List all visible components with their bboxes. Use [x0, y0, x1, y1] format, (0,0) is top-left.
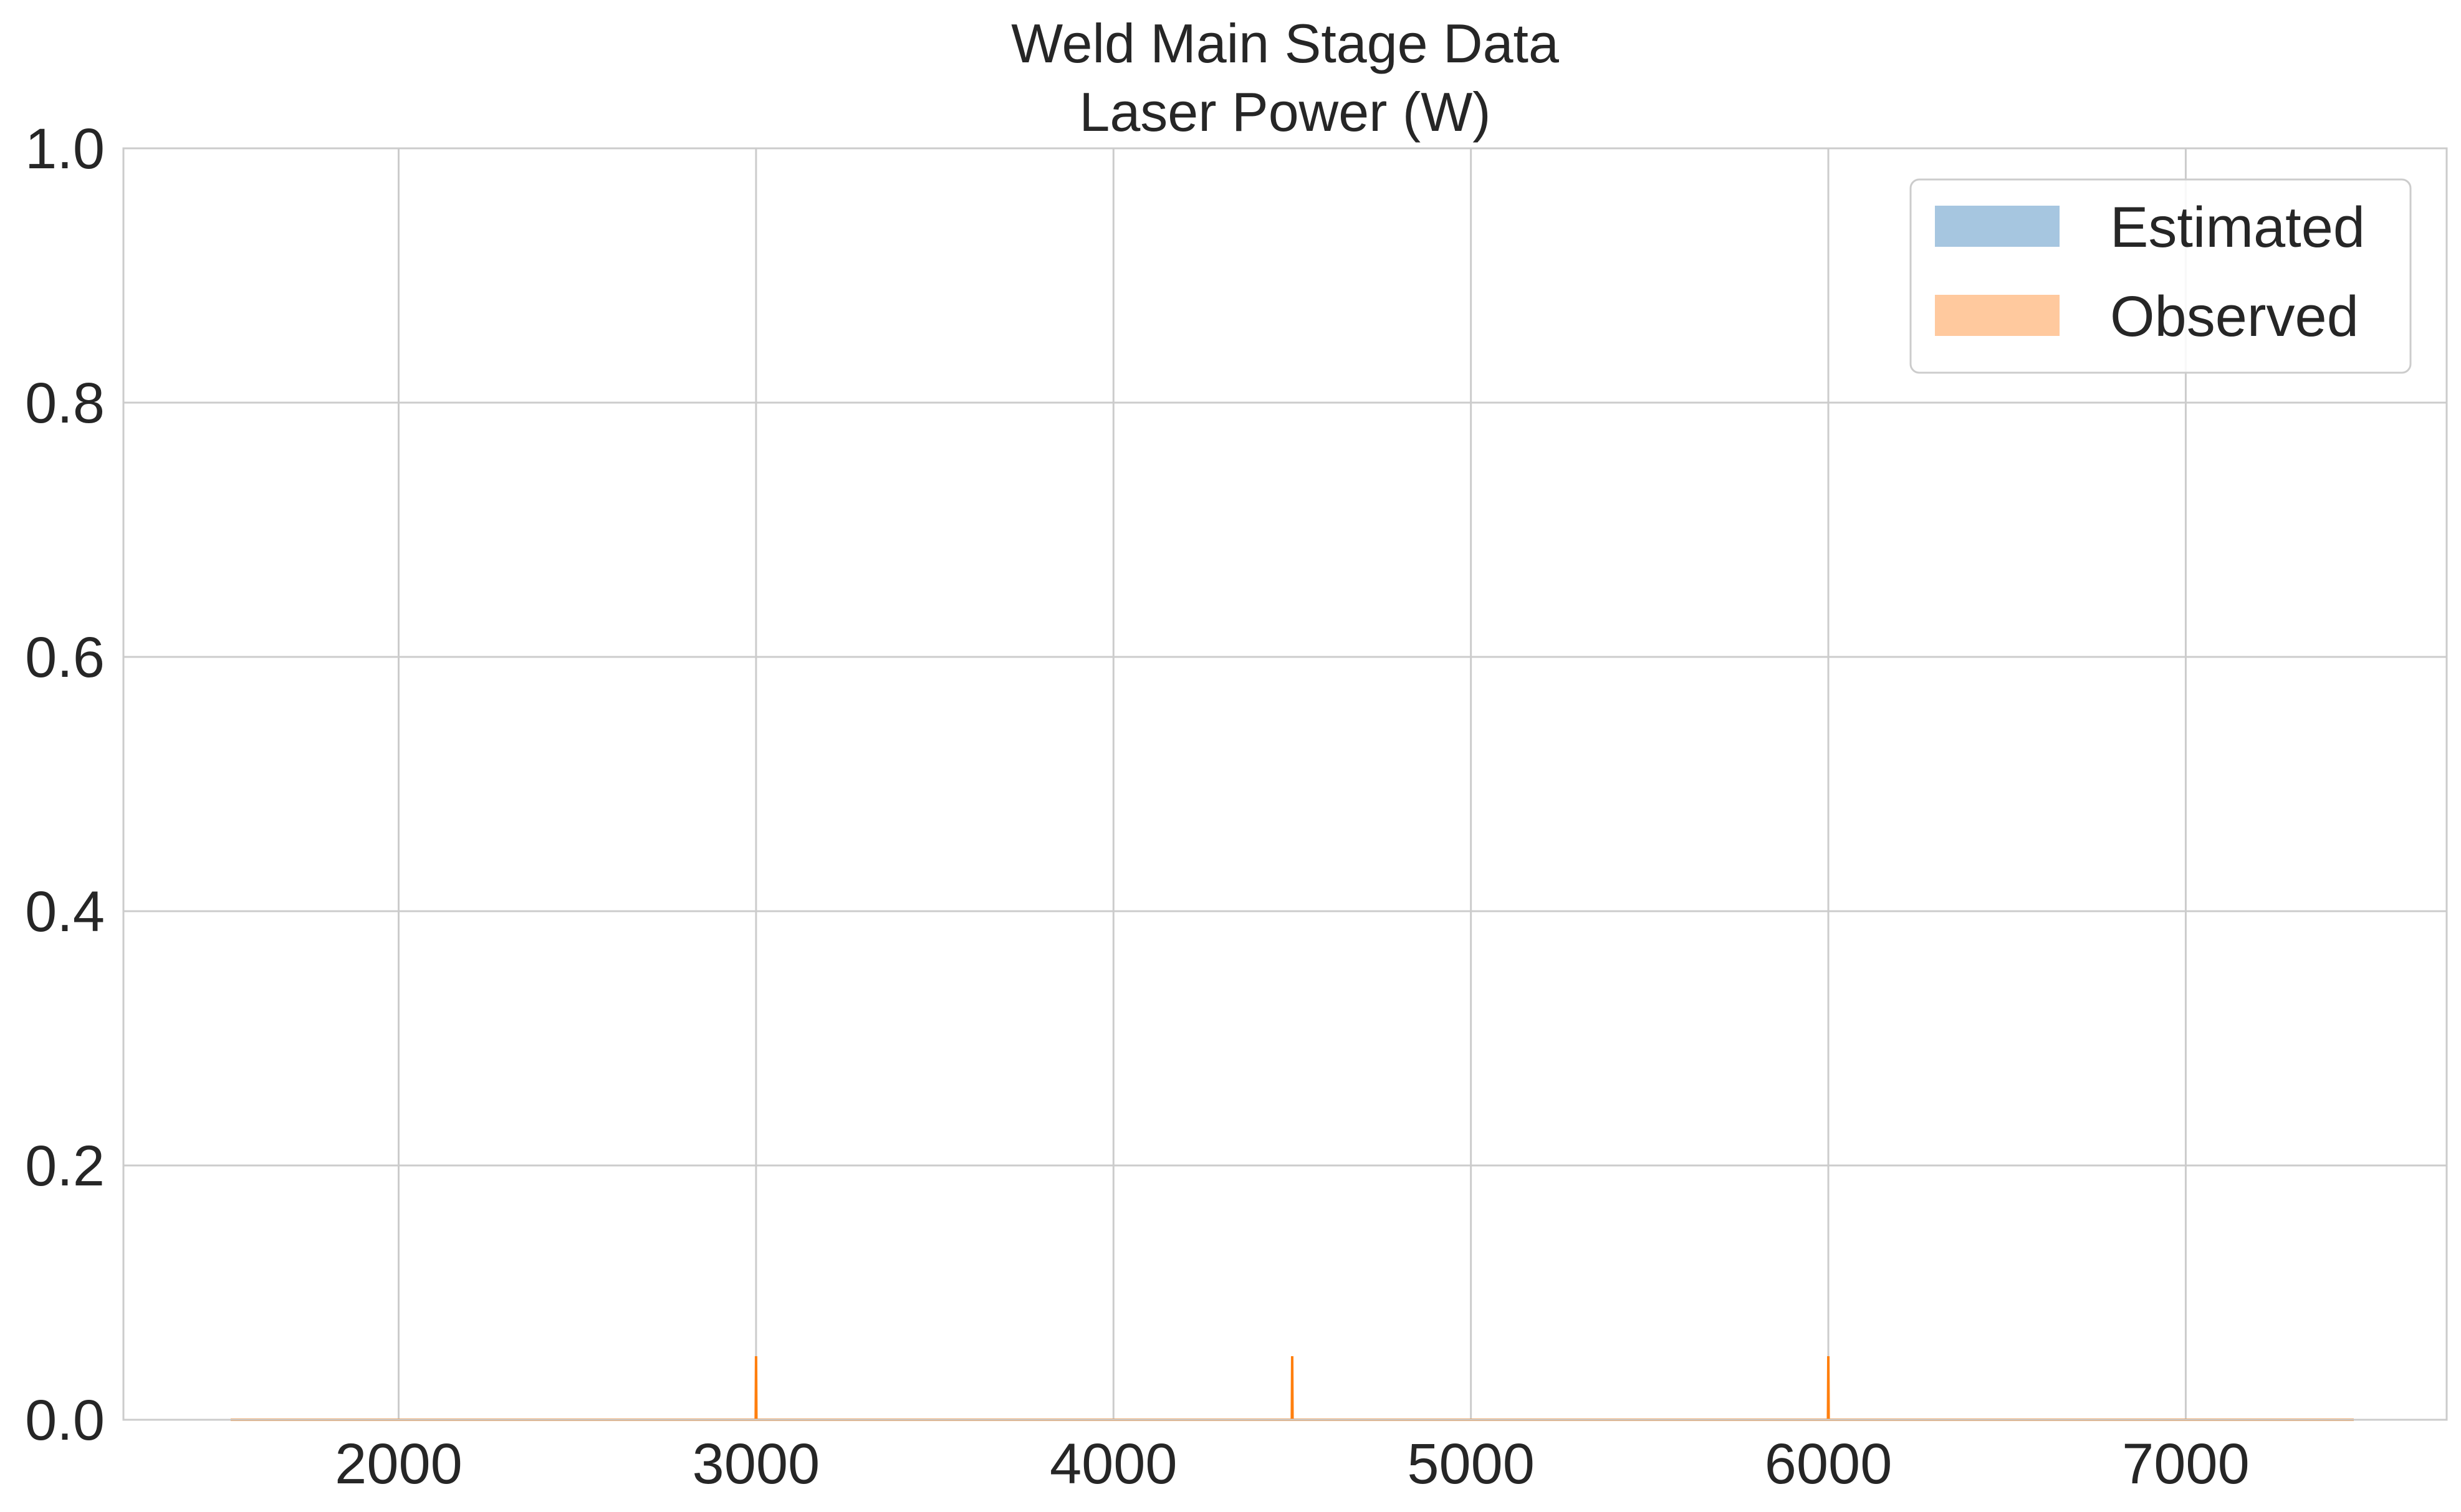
y-tick-label-4: 0.8 [25, 371, 105, 435]
x-tick-label-1: 3000 [693, 1432, 820, 1496]
x-tick-label-3: 5000 [1407, 1432, 1535, 1496]
legend-label-estimated: Estimated [2110, 196, 2365, 259]
x-tick-label-2: 4000 [1050, 1432, 1178, 1496]
legend-swatch-estimated [1935, 206, 2060, 247]
x-tick-labels: 2000 3000 4000 5000 6000 7000 [335, 1432, 2250, 1496]
legend: Estimated Observed [1909, 178, 2412, 374]
x-tick-label-5: 7000 [2122, 1432, 2250, 1496]
chart-title: Weld Main Stage Data [1011, 12, 1559, 74]
y-tick-label-1: 0.2 [25, 1134, 105, 1198]
x-tick-label-4: 6000 [1765, 1432, 1893, 1496]
series-line-observed [231, 1356, 2354, 1421]
x-tick-label-0: 2000 [335, 1432, 463, 1496]
y-tick-label-3: 0.6 [25, 626, 105, 689]
legend-label-observed: Observed [2110, 285, 2359, 348]
chart-subtitle: Laser Power (W) [1079, 81, 1490, 143]
y-tick-label-0: 0.0 [25, 1389, 105, 1452]
plot-frame [122, 147, 2448, 1421]
y-tick-labels: 0.0 0.2 0.4 0.6 0.8 1.0 [25, 117, 105, 1452]
y-tick-label-5: 1.0 [25, 117, 105, 181]
y-tick-label-2: 0.4 [25, 880, 105, 944]
series-layer [231, 1356, 2354, 1421]
legend-swatch-observed [1935, 295, 2060, 336]
